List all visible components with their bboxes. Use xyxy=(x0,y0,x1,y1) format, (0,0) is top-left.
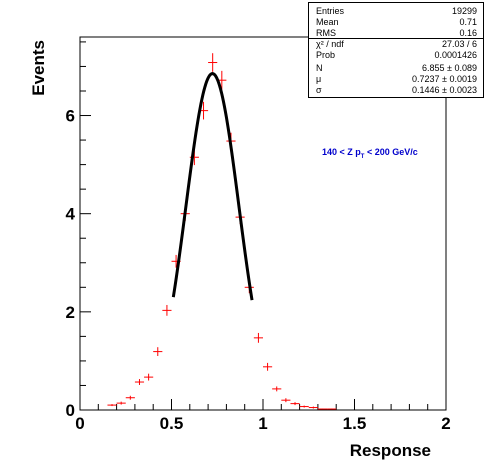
annotation-text-main: 140 < Z p xyxy=(322,147,361,157)
y-axis-label: Events xyxy=(29,40,48,96)
data-point xyxy=(144,373,154,381)
stats-row: Entries 19299 xyxy=(309,6,483,17)
data-point xyxy=(134,379,145,385)
data-point xyxy=(281,398,291,403)
stats-value: 6.855 ± 0.089 xyxy=(422,63,477,73)
y-tick-label: 6 xyxy=(66,107,75,126)
data-point xyxy=(162,304,172,316)
stats-row: N 6.855 ± 0.089 xyxy=(309,63,483,74)
data-point xyxy=(125,395,135,400)
stats-row: RMS 0.16 xyxy=(309,28,483,39)
x-tick-label: 0.5 xyxy=(160,414,184,433)
data-point xyxy=(116,401,126,405)
stats-separator xyxy=(309,38,483,39)
x-axis-label: Response xyxy=(350,441,431,460)
data-point xyxy=(327,408,337,410)
y-axis-ticks: 0 2 4 6 xyxy=(66,41,91,420)
data-point xyxy=(253,332,263,343)
stats-label: RMS xyxy=(316,28,336,38)
x-axis-ticks: 0 0.5 1 1.5 2 xyxy=(75,399,451,433)
stats-value: 0.7237 ± 0.0019 xyxy=(412,74,477,84)
data-point xyxy=(263,362,273,371)
data-point xyxy=(153,347,163,357)
annotation-label: 140 < Z pT < 200 GeV/c xyxy=(322,147,418,160)
data-point xyxy=(299,405,309,408)
data-point xyxy=(107,404,117,407)
stats-label: Entries xyxy=(316,6,345,16)
data-point xyxy=(208,53,218,72)
y-tick-label: 0 xyxy=(66,401,75,420)
stats-row: σ 0.1446 ± 0.0023 xyxy=(309,85,483,96)
stats-value: 27.03 / 6 xyxy=(441,39,477,49)
annotation-subscript: T xyxy=(361,154,365,160)
data-points xyxy=(107,53,337,410)
fit-curve xyxy=(171,72,254,301)
stats-label: σ xyxy=(316,85,322,95)
x-tick-label: 1.5 xyxy=(343,414,367,433)
stats-value: 0.16 xyxy=(459,28,477,38)
annotation-text-rest: < 200 GeV/c xyxy=(364,147,417,157)
x-tick-label: 0 xyxy=(75,414,84,433)
stats-row: χ² / ndf 27.03 / 6 xyxy=(309,39,483,50)
stats-label: χ² / ndf xyxy=(316,39,344,49)
y-tick-label: 4 xyxy=(66,205,76,224)
y-tick-label: 2 xyxy=(66,303,75,322)
data-point xyxy=(290,402,300,406)
stats-label: Prob xyxy=(316,50,336,60)
x-tick-label: 2 xyxy=(441,414,450,433)
stats-value: 0.1446 ± 0.0023 xyxy=(412,85,477,95)
stats-row: Mean 0.71 xyxy=(309,17,483,28)
x-tick-label: 1 xyxy=(258,414,267,433)
stats-label: N xyxy=(316,63,323,73)
data-point xyxy=(317,408,328,410)
data-point xyxy=(272,386,282,392)
stats-row: μ 0.7237 ± 0.0019 xyxy=(309,74,483,85)
stats-value: 0.0001426 xyxy=(434,50,477,60)
stats-label: μ xyxy=(316,74,322,84)
stats-value: 0.71 xyxy=(459,17,477,27)
stats-label: Mean xyxy=(316,17,339,27)
data-point xyxy=(308,406,318,409)
stats-box: Entries 19299 Mean 0.71 RMS 0.16 χ² / ndf 27… xyxy=(308,2,484,98)
stats-row: Prob 0.0001426 xyxy=(309,50,483,61)
stats-value: 19299 xyxy=(451,6,477,16)
